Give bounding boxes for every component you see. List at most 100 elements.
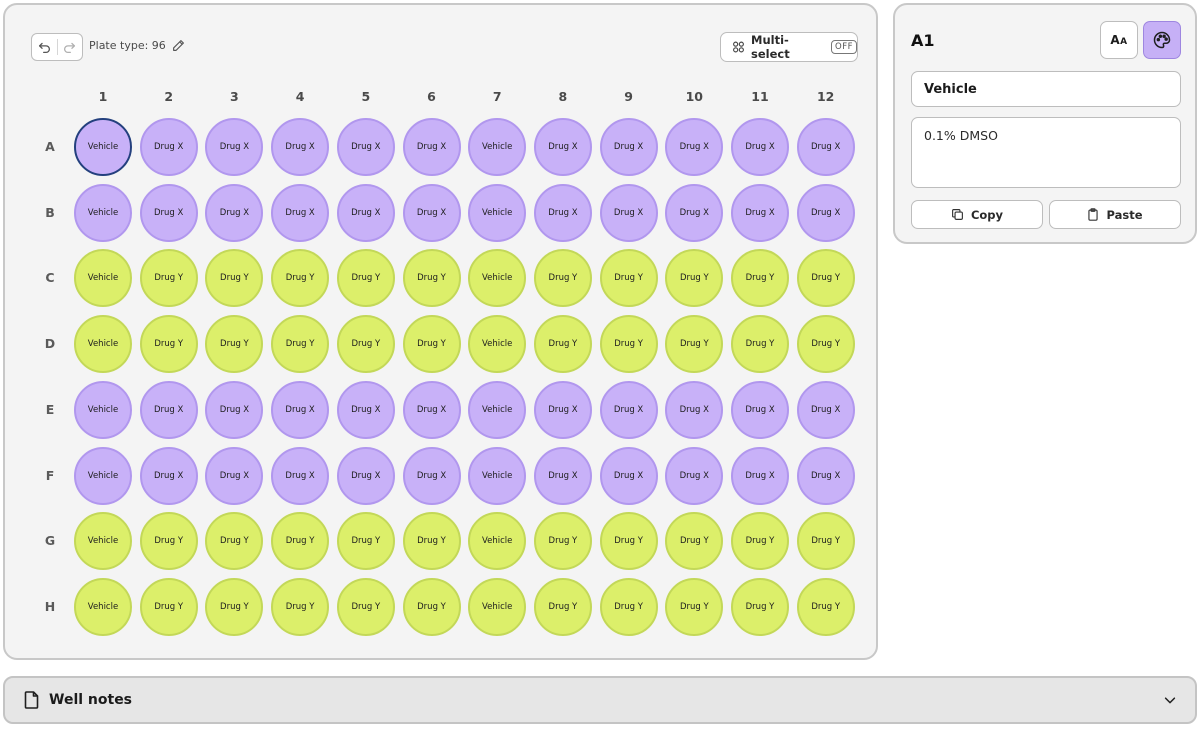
well-H2[interactable]: Drug Y [139, 577, 198, 636]
well-H12[interactable]: Drug Y [796, 577, 855, 636]
well-D3[interactable]: Drug Y [205, 315, 264, 374]
well-F3[interactable]: Drug X [205, 446, 264, 505]
well-G1[interactable]: Vehicle [74, 512, 132, 571]
well-C7[interactable]: Vehicle [468, 249, 527, 308]
well-B10[interactable]: Drug X [665, 183, 724, 242]
well-E9[interactable]: Drug X [599, 380, 658, 439]
well-F12[interactable]: Drug X [796, 446, 855, 505]
well-E3[interactable]: Drug X [205, 380, 264, 439]
well-G6[interactable]: Drug Y [402, 512, 461, 571]
well-H11[interactable]: Drug Y [731, 577, 789, 636]
redo-button[interactable] [58, 34, 83, 60]
well-G5[interactable]: Drug Y [336, 512, 395, 571]
well-B2[interactable]: Drug X [139, 183, 198, 242]
well-A8[interactable]: Drug X [533, 118, 592, 176]
well-A1[interactable]: Vehicle [74, 118, 132, 176]
well-H5[interactable]: Drug Y [336, 577, 395, 636]
well-B8[interactable]: Drug X [533, 183, 592, 242]
well-C8[interactable]: Drug Y [533, 249, 592, 308]
well-B6[interactable]: Drug X [402, 183, 461, 242]
paste-button[interactable]: Paste [1049, 200, 1181, 229]
well-A7[interactable]: Vehicle [468, 118, 527, 176]
well-C9[interactable]: Drug Y [599, 249, 658, 308]
copy-button[interactable]: Copy [911, 200, 1043, 229]
well-C5[interactable]: Drug Y [336, 249, 395, 308]
well-description-input[interactable]: 0.1% DMSO [911, 117, 1181, 188]
well-B9[interactable]: Drug X [599, 183, 658, 242]
well-B1[interactable]: Vehicle [74, 183, 132, 242]
well-E10[interactable]: Drug X [665, 380, 724, 439]
well-A3[interactable]: Drug X [205, 118, 264, 176]
well-A6[interactable]: Drug X [402, 118, 461, 176]
well-H6[interactable]: Drug Y [402, 577, 461, 636]
well-H3[interactable]: Drug Y [205, 577, 264, 636]
well-E12[interactable]: Drug X [796, 380, 855, 439]
well-D1[interactable]: Vehicle [74, 315, 132, 374]
well-E11[interactable]: Drug X [731, 380, 789, 439]
well-E8[interactable]: Drug X [533, 380, 592, 439]
well-G4[interactable]: Drug Y [271, 512, 330, 571]
well-C4[interactable]: Drug Y [271, 249, 330, 308]
well-B5[interactable]: Drug X [336, 183, 395, 242]
color-picker-button[interactable] [1143, 21, 1181, 59]
well-B3[interactable]: Drug X [205, 183, 264, 242]
well-F4[interactable]: Drug X [271, 446, 330, 505]
well-D2[interactable]: Drug Y [139, 315, 198, 374]
well-G12[interactable]: Drug Y [796, 512, 855, 571]
well-F2[interactable]: Drug X [139, 446, 198, 505]
well-A5[interactable]: Drug X [336, 118, 395, 176]
well-E2[interactable]: Drug X [139, 380, 198, 439]
well-G10[interactable]: Drug Y [665, 512, 724, 571]
well-D6[interactable]: Drug Y [402, 315, 461, 374]
well-C11[interactable]: Drug Y [731, 249, 789, 308]
well-C10[interactable]: Drug Y [665, 249, 724, 308]
well-G7[interactable]: Vehicle [468, 512, 527, 571]
text-style-button[interactable]: AA [1100, 21, 1138, 59]
well-C12[interactable]: Drug Y [796, 249, 855, 308]
well-G8[interactable]: Drug Y [533, 512, 592, 571]
well-F1[interactable]: Vehicle [74, 446, 132, 505]
well-C6[interactable]: Drug Y [402, 249, 461, 308]
well-H9[interactable]: Drug Y [599, 577, 658, 636]
well-D11[interactable]: Drug Y [731, 315, 789, 374]
well-B11[interactable]: Drug X [731, 183, 789, 242]
well-A10[interactable]: Drug X [665, 118, 724, 176]
well-D5[interactable]: Drug Y [336, 315, 395, 374]
well-D7[interactable]: Vehicle [468, 315, 527, 374]
well-H7[interactable]: Vehicle [468, 577, 527, 636]
well-B7[interactable]: Vehicle [468, 183, 527, 242]
well-A12[interactable]: Drug X [796, 118, 855, 176]
well-D10[interactable]: Drug Y [665, 315, 724, 374]
well-E7[interactable]: Vehicle [468, 380, 527, 439]
well-C1[interactable]: Vehicle [74, 249, 132, 308]
well-name-input[interactable] [911, 71, 1181, 107]
well-E4[interactable]: Drug X [271, 380, 330, 439]
well-G11[interactable]: Drug Y [731, 512, 789, 571]
well-H8[interactable]: Drug Y [533, 577, 592, 636]
well-D9[interactable]: Drug Y [599, 315, 658, 374]
edit-plate-type-button[interactable] [172, 39, 185, 52]
well-H10[interactable]: Drug Y [665, 577, 724, 636]
well-F7[interactable]: Vehicle [468, 446, 527, 505]
multi-select-toggle[interactable]: Multi-select OFF [720, 32, 858, 62]
well-H4[interactable]: Drug Y [271, 577, 330, 636]
well-E6[interactable]: Drug X [402, 380, 461, 439]
well-G2[interactable]: Drug Y [139, 512, 198, 571]
well-E1[interactable]: Vehicle [74, 380, 132, 439]
well-A4[interactable]: Drug X [271, 118, 330, 176]
well-B4[interactable]: Drug X [271, 183, 330, 242]
well-G9[interactable]: Drug Y [599, 512, 658, 571]
well-F10[interactable]: Drug X [665, 446, 724, 505]
well-F6[interactable]: Drug X [402, 446, 461, 505]
undo-button[interactable] [32, 34, 57, 60]
well-C2[interactable]: Drug Y [139, 249, 198, 308]
well-G3[interactable]: Drug Y [205, 512, 264, 571]
well-F11[interactable]: Drug X [731, 446, 789, 505]
well-H1[interactable]: Vehicle [74, 577, 132, 636]
well-A2[interactable]: Drug X [139, 118, 198, 176]
well-B12[interactable]: Drug X [796, 183, 855, 242]
well-D8[interactable]: Drug Y [533, 315, 592, 374]
well-notes-toggle[interactable]: Well notes [3, 676, 1197, 724]
well-E5[interactable]: Drug X [336, 380, 395, 439]
well-F9[interactable]: Drug X [599, 446, 658, 505]
